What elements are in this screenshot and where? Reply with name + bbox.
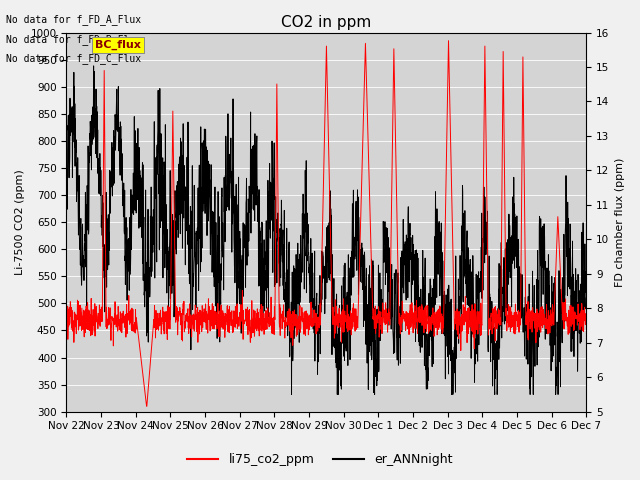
Text: No data for f_FD_B_Flux: No data for f_FD_B_Flux: [6, 34, 141, 45]
Y-axis label: Li-7500 CO2 (ppm): Li-7500 CO2 (ppm): [15, 169, 25, 275]
Text: BC_flux: BC_flux: [95, 40, 141, 50]
Y-axis label: FD chamber flux (ppm): FD chamber flux (ppm): [615, 157, 625, 287]
Text: No data for f_FD_C_Flux: No data for f_FD_C_Flux: [6, 53, 141, 64]
Legend: li75_co2_ppm, er_ANNnight: li75_co2_ppm, er_ANNnight: [182, 448, 458, 471]
Text: No data for f_FD_A_Flux: No data for f_FD_A_Flux: [6, 14, 141, 25]
Title: CO2 in ppm: CO2 in ppm: [282, 15, 372, 30]
